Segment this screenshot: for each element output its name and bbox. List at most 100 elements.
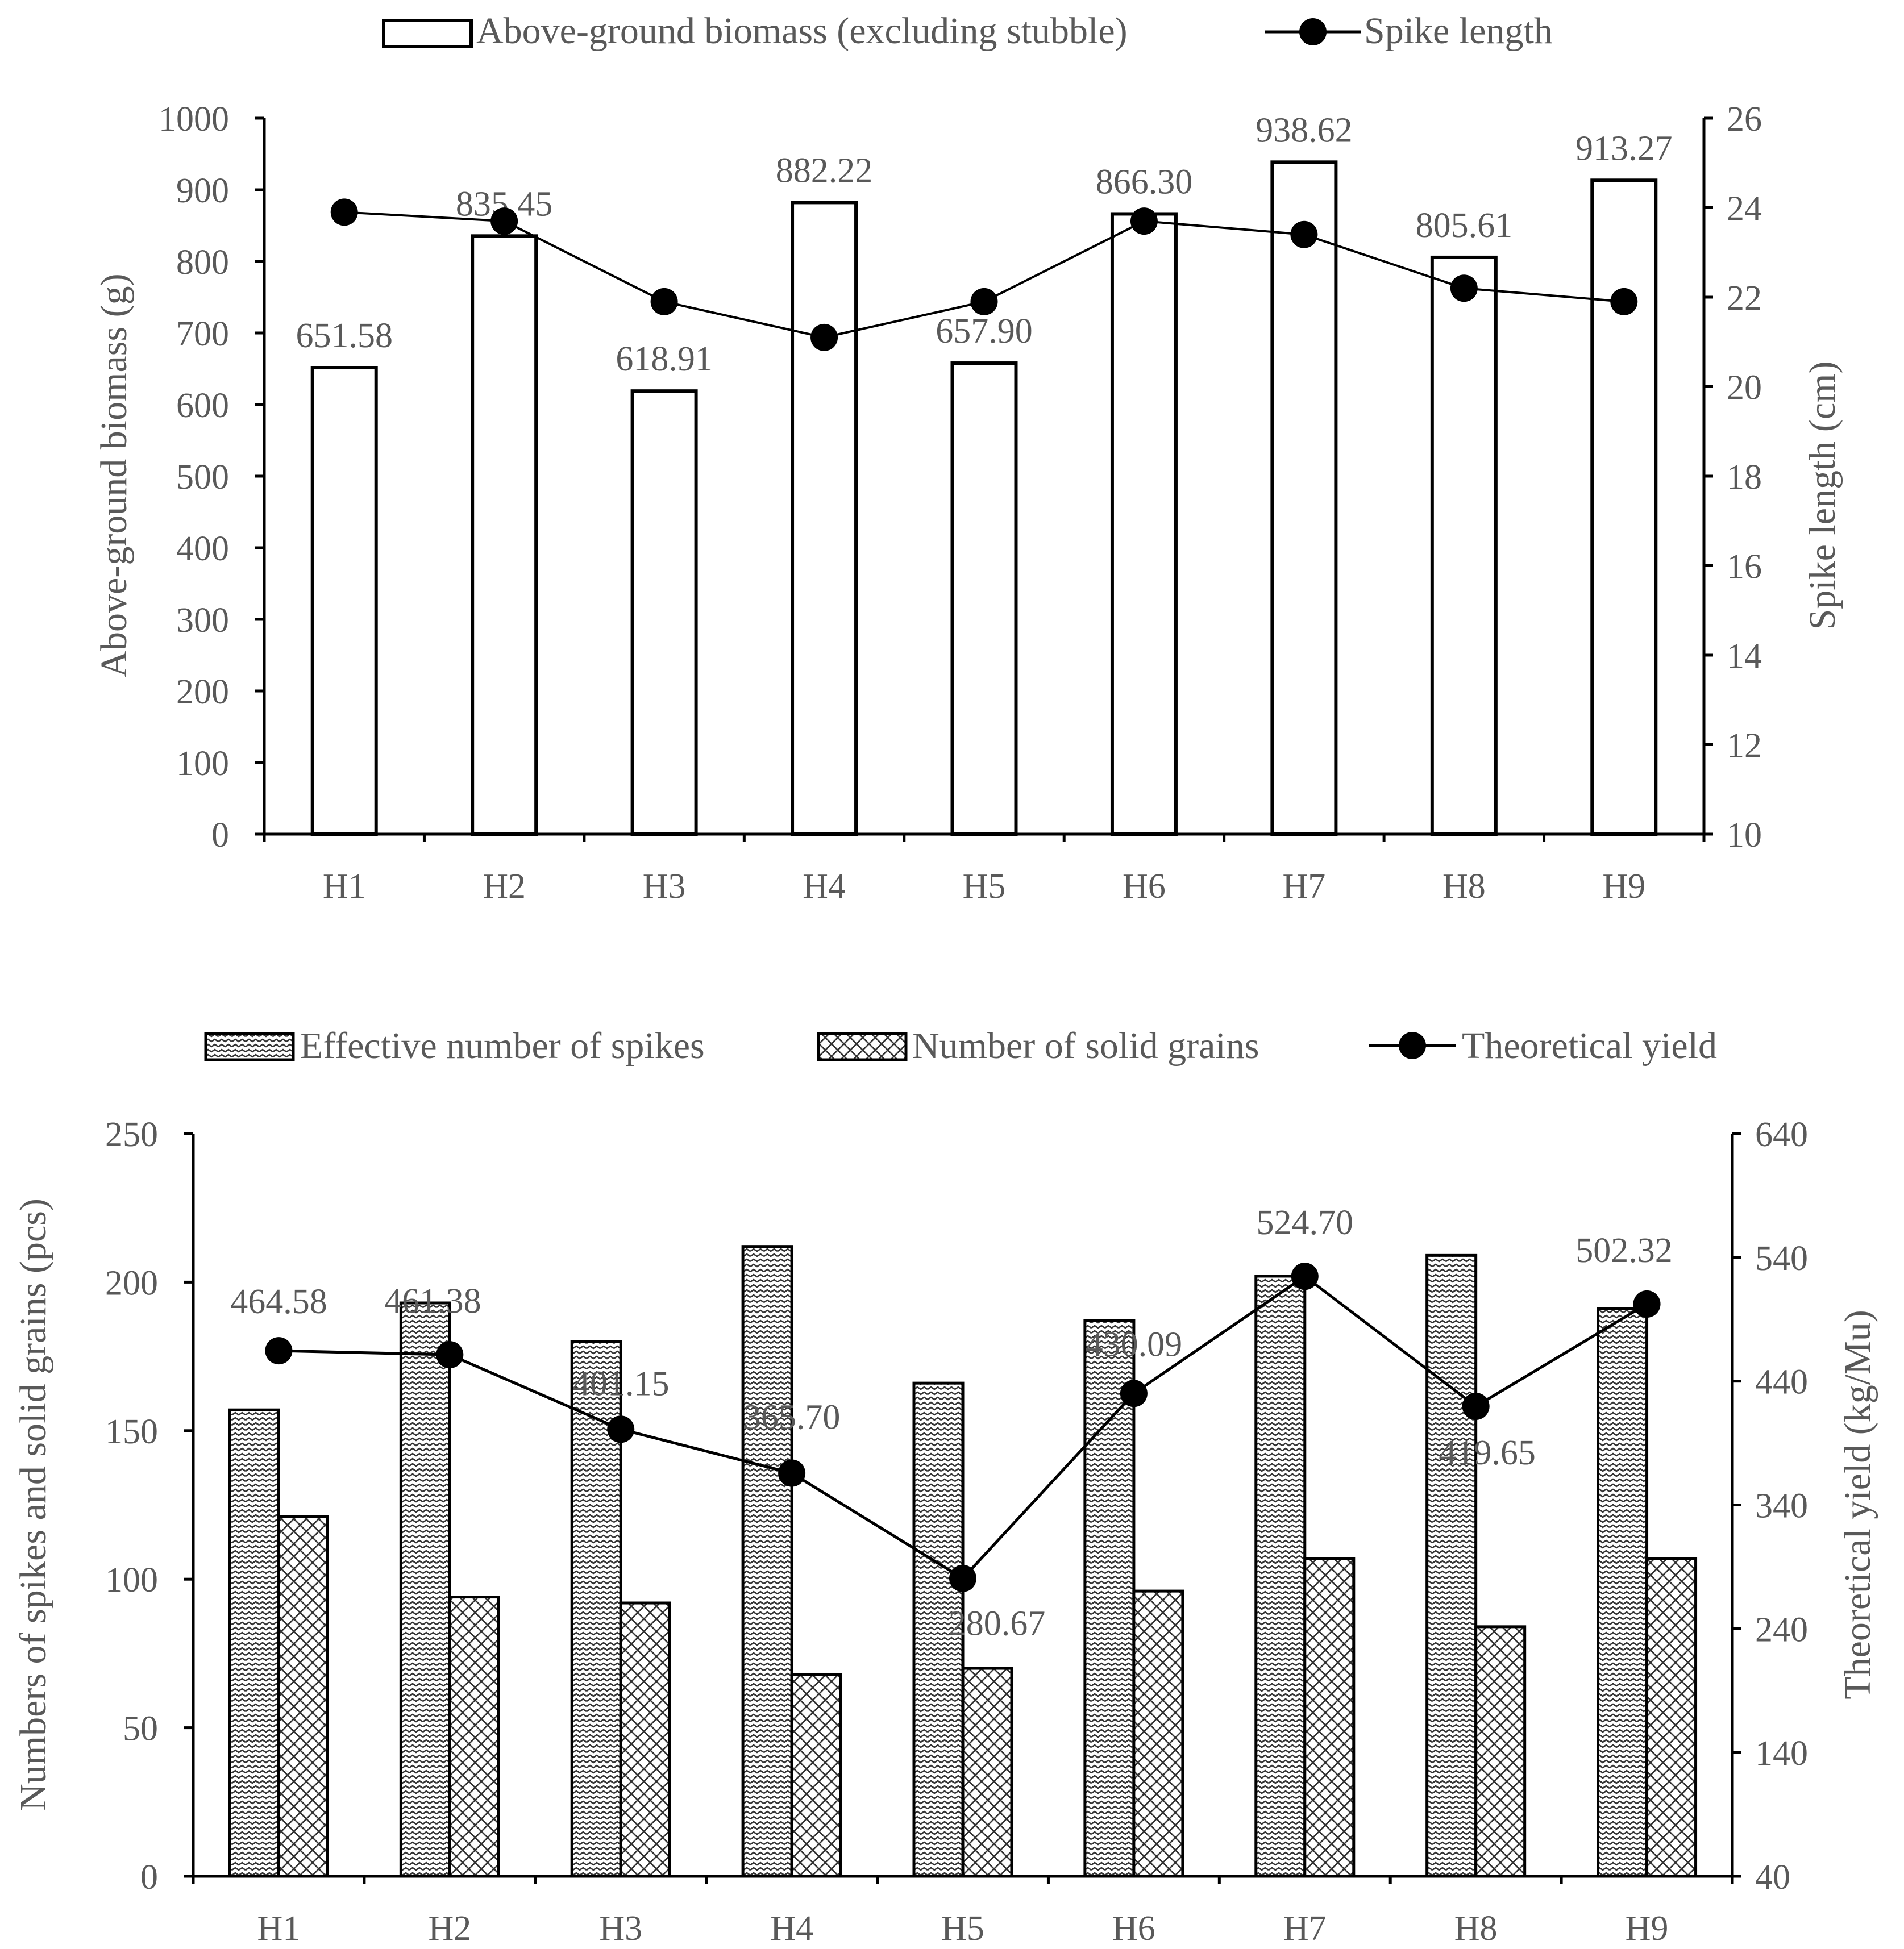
grains-bar (1645, 1557, 1698, 1878)
spike-length-point (1610, 288, 1638, 315)
y-ticks-right: 40 140 240 340 440 540 640 (1732, 1115, 1808, 1897)
spike-length-point (1290, 220, 1318, 248)
x-tick-labels: H1 H2 H3 H4 H5 H6 H7 H8 H9 (323, 867, 1645, 906)
y-tick-label: 900 (176, 172, 229, 210)
y2-tick-label: 14 (1727, 637, 1762, 676)
y-tick-label: 100 (105, 1561, 158, 1600)
x-tick-label: H1 (323, 867, 366, 906)
y2-tick-label: 12 (1727, 727, 1762, 765)
grains-bar (448, 1596, 500, 1878)
legend-yield-label: Theoretical yield (1462, 1025, 1717, 1067)
theoretical-yield-point (1291, 1263, 1319, 1290)
y-tick-label: 600 (176, 386, 229, 425)
grains-bar (1474, 1625, 1527, 1878)
y-tick-label: 800 (176, 243, 229, 282)
y-tick-label: 0 (211, 816, 229, 855)
x-tick-label: H3 (599, 1909, 642, 1948)
y-tick-label: 250 (105, 1115, 158, 1154)
spikes-bar (228, 1408, 280, 1878)
yield-data-label: 419.65 (1439, 1434, 1536, 1472)
y2-tick-label: 540 (1755, 1239, 1808, 1278)
y-axis-title-left: Above-ground biomass (g) (93, 273, 135, 677)
x-tick-label: H6 (1123, 867, 1166, 906)
x-tick-label: H3 (643, 867, 686, 906)
legend: Above-ground biomass (excluding stubble)… (382, 10, 1553, 52)
spikes-bar (741, 1245, 793, 1878)
x-tick-label: H5 (963, 867, 1006, 906)
y-tick-label: 200 (105, 1264, 158, 1302)
y-tick-label: 300 (176, 601, 229, 640)
x-tick-label: H1 (257, 1909, 301, 1948)
biomass-bar (950, 361, 1018, 836)
spikes-bar (1425, 1253, 1478, 1878)
biomass-bar (630, 389, 698, 836)
grains-bar (790, 1672, 842, 1878)
y2-tick-label: 26 (1727, 100, 1762, 139)
grains-bar (1132, 1589, 1184, 1878)
y-tick-label: 1000 (159, 100, 229, 139)
y2-tick-label: 440 (1755, 1363, 1808, 1402)
x-tick-label: H7 (1283, 1909, 1327, 1948)
biomass-bar (791, 201, 858, 836)
legend-yield-marker (1399, 1032, 1426, 1059)
y-tick-label: 150 (105, 1413, 158, 1451)
x-tick-label: H5 (941, 1909, 984, 1948)
spike-length-point (810, 323, 838, 351)
y-axis-title-right: Spike length (cm) (1802, 361, 1843, 630)
x-tick-label: H9 (1602, 867, 1645, 906)
legend-grains-swatch (817, 1032, 908, 1061)
y-tick-label: 400 (176, 530, 229, 568)
y-tick-label: 500 (176, 458, 229, 497)
spike-length-point (490, 207, 518, 235)
theoretical-yield-point (1120, 1380, 1148, 1407)
biomass-bar (1270, 160, 1338, 836)
biomass-data-label: 913.27 (1575, 129, 1673, 168)
x-tick-label: H8 (1454, 1909, 1498, 1948)
legend: Effective number of spikes Number of sol… (204, 1025, 1717, 1067)
biomass-data-label: 618.91 (616, 340, 713, 378)
x-tick-label: H2 (428, 1909, 471, 1948)
y2-tick-label: 16 (1727, 548, 1762, 586)
x-tick-label: H4 (770, 1909, 813, 1948)
yield-data-label: 430.09 (1086, 1325, 1183, 1364)
yield-data-label: 524.70 (1257, 1203, 1354, 1242)
y-ticks-left: 0 50 100 150 200 250 (105, 1115, 193, 1897)
y-tick-label: 200 (176, 673, 229, 711)
y2-tick-label: 240 (1755, 1610, 1808, 1649)
y-tick-label: 700 (176, 315, 229, 353)
grains-bar (277, 1515, 329, 1878)
spike-length-point (650, 288, 678, 315)
y-axis-title-left: Numbers of spikes and solid grains (pcs) (13, 1198, 54, 1811)
grains-bar (1303, 1557, 1356, 1878)
legend-spikes-label: Effective number of spikes (300, 1025, 705, 1067)
yield-data-label: 502.32 (1575, 1231, 1673, 1270)
x-tick-labels: H1 H2 H3 H4 H5 H6 H7 H8 H9 (257, 1909, 1669, 1948)
y-tick-label: 100 (176, 744, 229, 783)
legend-spike-marker (1299, 18, 1327, 45)
x-tick-label: H8 (1442, 867, 1486, 906)
yield-data-label: 280.67 (949, 1605, 1046, 1643)
biomass-bar (310, 366, 378, 836)
yield-data-label: 464.58 (230, 1282, 327, 1321)
yield-data-label: 401.15 (572, 1364, 670, 1403)
biomass-spike-chart: Above-ground biomass (excluding stubble)… (93, 10, 1843, 906)
yield-data-label: 461.38 (384, 1282, 481, 1321)
theoretical-yield-point (1462, 1392, 1490, 1420)
y2-tick-label: 640 (1755, 1115, 1808, 1154)
spikes-bar (399, 1301, 451, 1878)
spikes-bar (912, 1381, 965, 1878)
plot-area: 651.58835.45618.91882.22657.90866.30938.… (296, 111, 1673, 836)
biomass-data-label: 657.90 (936, 312, 1033, 351)
spikes-bar (1083, 1319, 1136, 1878)
legend-biomass-label: Above-ground biomass (excluding stubble) (476, 10, 1128, 52)
theoretical-yield-point (265, 1337, 293, 1365)
y-ticks-left: 0 100 200 300 400 500 600 700 800 900 1000 (159, 100, 264, 855)
biomass-data-label: 866.30 (1096, 163, 1193, 201)
theoretical-yield-point (436, 1341, 464, 1369)
x-tick-label: H4 (803, 867, 846, 906)
x-tick-label: H6 (1112, 1909, 1155, 1948)
biomass-data-label: 882.22 (776, 151, 873, 190)
y-tick-label: 50 (123, 1710, 158, 1748)
y2-tick-label: 140 (1755, 1734, 1808, 1773)
